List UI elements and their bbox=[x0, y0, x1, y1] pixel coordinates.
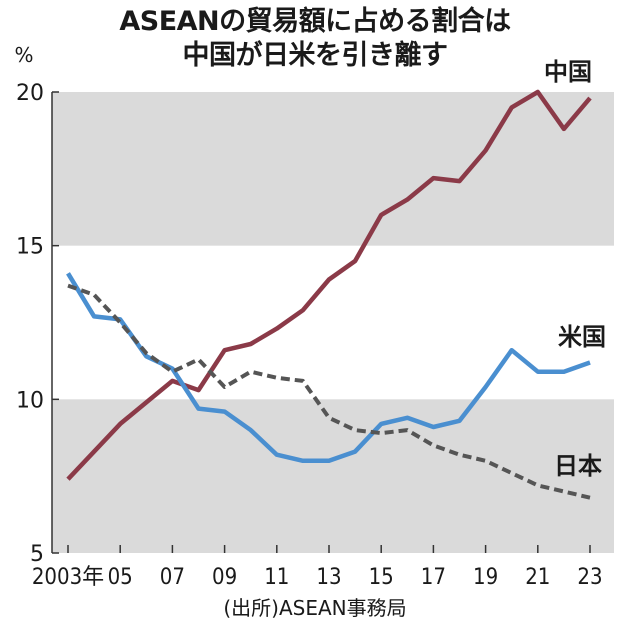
shaded-band bbox=[52, 399, 614, 553]
series-line-dashed bbox=[67, 283, 591, 500]
x-tick-label: 11 bbox=[264, 565, 289, 590]
y-unit-label: % bbox=[14, 43, 33, 67]
y-tick-label: 20 bbox=[16, 81, 44, 106]
series-label: 日本 bbox=[554, 452, 602, 480]
x-tick-label: 09 bbox=[212, 565, 237, 590]
series-label: 中国 bbox=[544, 58, 592, 86]
x-tick-label: 07 bbox=[160, 565, 185, 590]
x-tick-label: 05 bbox=[108, 565, 133, 590]
chart-title-line1: ASEANの貿易額に占める割合は bbox=[119, 6, 511, 37]
x-tick-label: 2003年 bbox=[32, 565, 104, 590]
series-label: 米国 bbox=[558, 323, 606, 351]
y-tick-label: 10 bbox=[16, 388, 44, 413]
x-tick-label: 21 bbox=[525, 565, 550, 590]
y-tick-label: 15 bbox=[16, 235, 44, 260]
x-tick-label: 13 bbox=[316, 565, 341, 590]
y-tick-label: 5 bbox=[30, 542, 44, 567]
x-tick-label: 23 bbox=[577, 565, 602, 590]
chart-title-line2: 中国が日米を引き離す bbox=[182, 40, 449, 71]
shaded-band bbox=[52, 92, 614, 246]
x-tick-label: 15 bbox=[369, 565, 394, 590]
x-tick-label: 17 bbox=[421, 565, 446, 590]
source-note: (出所)ASEAN事務局 bbox=[223, 596, 407, 620]
series-line-solid bbox=[66, 89, 592, 481]
x-tick-label: 19 bbox=[473, 565, 498, 590]
